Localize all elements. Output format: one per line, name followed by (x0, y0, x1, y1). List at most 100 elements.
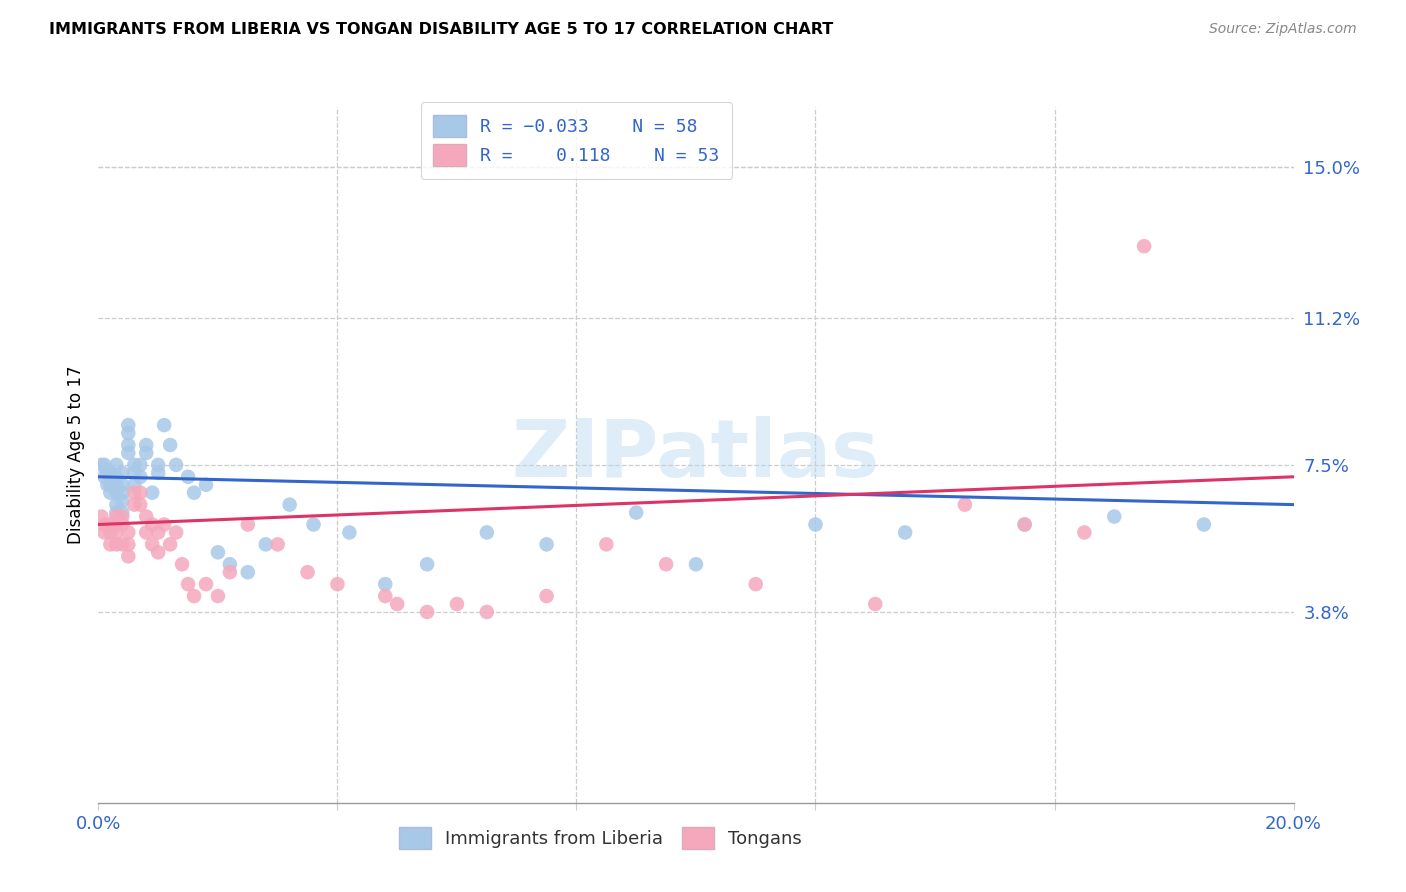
Point (141, 537, 163, 551)
Point (117, 425, 139, 440)
Point (207, 545, 229, 559)
Point (111, 466, 134, 480)
Point (105, 517, 128, 532)
Point (90, 458, 112, 472)
Legend: Immigrants from Liberia, Tongans: Immigrants from Liberia, Tongans (391, 820, 810, 856)
Point (98, 466, 122, 480)
Point (105, 509, 128, 524)
Point (111, 485, 134, 500)
Point (159, 438, 181, 452)
Point (117, 418, 139, 433)
Point (1073, 525, 1095, 540)
Point (124, 477, 146, 491)
Point (117, 525, 139, 540)
Point (165, 525, 187, 540)
Point (135, 446, 157, 460)
Point (135, 525, 157, 540)
Point (111, 493, 134, 508)
Point (172, 558, 194, 572)
Point (129, 458, 152, 472)
Point (105, 485, 128, 500)
Point (141, 485, 163, 500)
Point (685, 558, 707, 572)
Point (105, 470, 128, 484)
Point (153, 418, 176, 433)
Point (111, 537, 134, 551)
Point (117, 549, 139, 564)
Point (267, 537, 290, 551)
Point (129, 470, 152, 484)
Point (148, 545, 170, 559)
Point (105, 537, 128, 551)
Point (124, 498, 146, 512)
Point (1133, 239, 1156, 253)
Point (475, 605, 498, 619)
Point (416, 605, 439, 619)
Point (93, 458, 115, 472)
Point (105, 458, 128, 472)
Point (297, 565, 319, 579)
Point (141, 517, 163, 532)
Point (93, 517, 115, 532)
Point (124, 466, 146, 480)
Point (865, 597, 887, 611)
Point (98, 485, 122, 500)
Point (93, 525, 115, 540)
Point (302, 517, 325, 532)
Point (117, 446, 139, 460)
Point (111, 509, 134, 524)
Point (111, 517, 134, 532)
Point (278, 498, 301, 512)
Point (326, 577, 349, 591)
Point (195, 577, 218, 591)
Point (135, 438, 157, 452)
Point (1014, 517, 1036, 532)
Point (98, 525, 122, 540)
Point (219, 565, 242, 579)
Point (124, 458, 146, 472)
Point (98, 517, 122, 532)
Point (135, 509, 157, 524)
Point (148, 525, 170, 540)
Point (98, 537, 122, 551)
Point (105, 506, 128, 520)
Point (117, 438, 139, 452)
Point (385, 597, 409, 611)
Point (374, 577, 396, 591)
Point (339, 525, 361, 540)
Point (446, 597, 468, 611)
Point (159, 537, 181, 551)
Point (655, 558, 678, 572)
Point (148, 466, 170, 480)
Y-axis label: Disability Age 5 to 17: Disability Age 5 to 17 (66, 366, 84, 544)
Point (177, 577, 200, 591)
Point (117, 537, 139, 551)
Point (98, 477, 122, 491)
Point (219, 558, 242, 572)
Point (111, 477, 134, 491)
Point (124, 485, 146, 500)
Point (153, 517, 176, 532)
Point (254, 537, 277, 551)
Point (177, 470, 200, 484)
Point (183, 485, 205, 500)
Point (90, 509, 112, 524)
Point (96, 466, 118, 480)
Point (183, 589, 205, 603)
Point (148, 458, 170, 472)
Point (1014, 517, 1036, 532)
Point (745, 577, 768, 591)
Point (536, 589, 558, 603)
Point (129, 498, 152, 512)
Point (195, 477, 218, 491)
Point (475, 525, 498, 540)
Point (894, 525, 917, 540)
Point (236, 565, 259, 579)
Point (416, 558, 439, 572)
Point (93, 470, 115, 484)
Point (105, 498, 128, 512)
Text: IMMIGRANTS FROM LIBERIA VS TONGAN DISABILITY AGE 5 TO 17 CORRELATION CHART: IMMIGRANTS FROM LIBERIA VS TONGAN DISABI… (49, 22, 834, 37)
Point (96, 477, 118, 491)
Point (165, 458, 187, 472)
Point (98, 470, 122, 484)
